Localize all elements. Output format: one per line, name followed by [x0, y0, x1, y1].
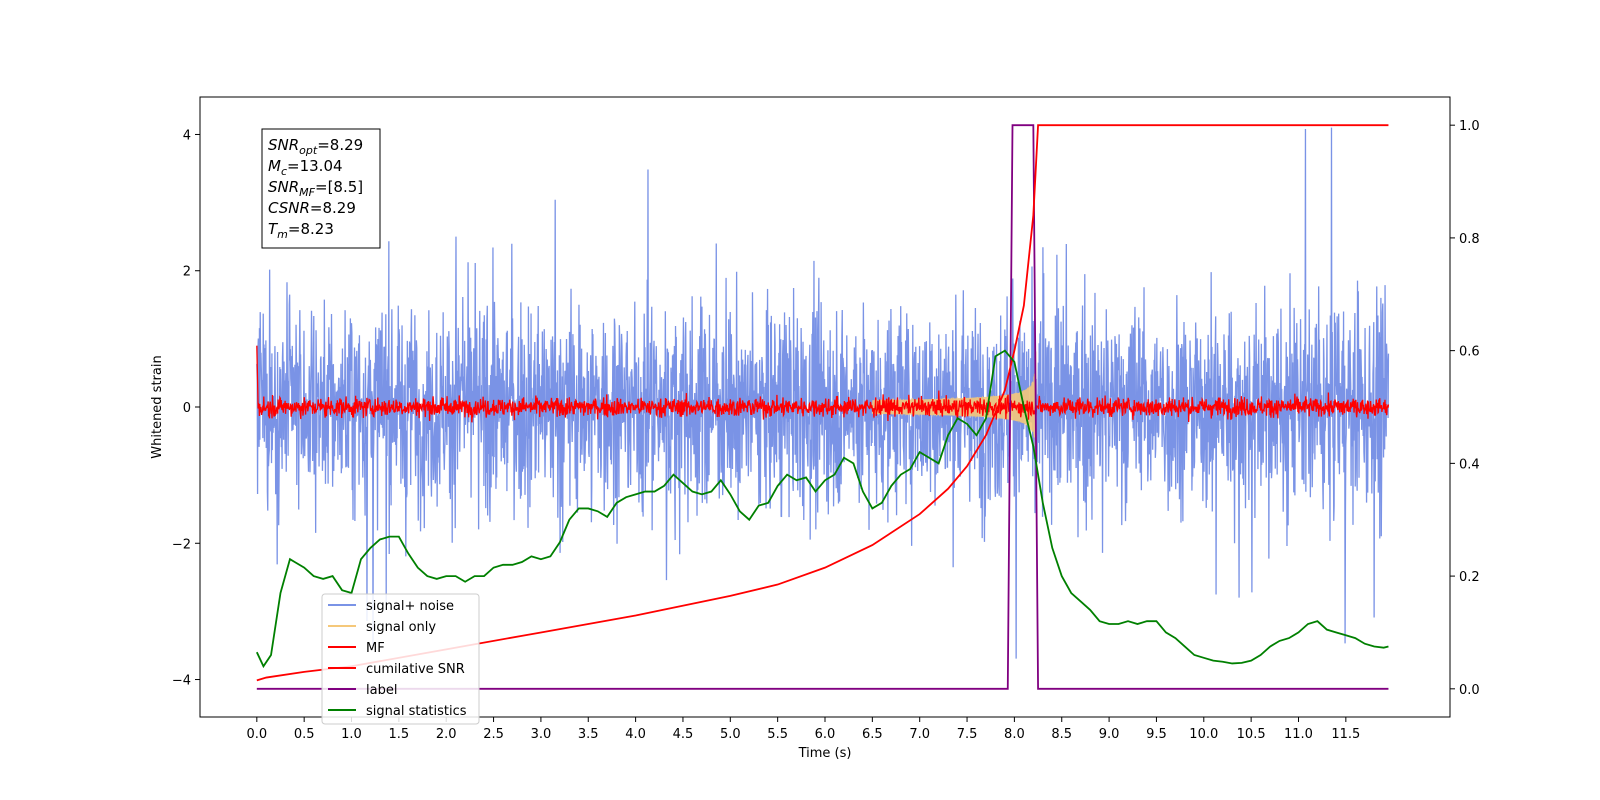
y-right-tick-label: 0.8 [1459, 232, 1480, 247]
legend-label: cumilative SNR [366, 662, 465, 677]
y-right-tick-label: 1.0 [1459, 119, 1480, 134]
legend-label: MF [366, 641, 385, 656]
x-tick-label: 0.5 [294, 727, 315, 742]
x-tick-label: 4.5 [673, 727, 694, 742]
x-tick-label: 4.0 [625, 727, 646, 742]
annotation-frame [261, 128, 381, 249]
annotation-line: Tm=8.23 [268, 220, 334, 241]
mf-series [256, 345, 1390, 423]
annotation-line: Mc=13.04 [268, 157, 343, 178]
y-right-tick-label: 0.0 [1459, 683, 1480, 698]
signal-statistics-line [256, 349, 1389, 669]
annotation-line: CSNR=8.29 [268, 199, 356, 217]
x-tick-label: 2.0 [436, 727, 457, 742]
y-left-tick-label: −4 [172, 674, 191, 689]
y-right-tick-label: 0.2 [1459, 570, 1480, 585]
legend-label: signal+ noise [366, 599, 454, 614]
x-tick-label: 9.5 [1146, 727, 1167, 742]
legend-frame [321, 593, 480, 725]
x-tick-label: 3.5 [578, 727, 599, 742]
y-right-tick-label: 0.4 [1459, 457, 1480, 472]
x-tick-label: 6.0 [815, 727, 836, 742]
y-left-tick-label: −2 [172, 537, 191, 552]
x-axis: 0.0 0.5 1.0 1.5 2.0 2.5 3.0 3.5 4.0 4.5 5.0 5.5 6.0 6… [246, 717, 1360, 742]
y-left-tick-label: 4 [183, 128, 191, 143]
x-tick-label: 10.0 [1189, 727, 1218, 742]
signal-plus-noise-series [256, 127, 1390, 659]
x-tick-label: 0.0 [246, 727, 267, 742]
y-right-tick-label: 0.6 [1459, 345, 1480, 360]
x-axis-title: Time (s) [798, 746, 852, 761]
x-tick-label: 5.5 [767, 727, 788, 742]
x-tick-label: 1.5 [389, 727, 410, 742]
legend-label: label [366, 683, 397, 698]
x-tick-label: 2.5 [483, 727, 504, 742]
x-tick-label: 7.0 [909, 727, 930, 742]
y-axis-left: 4 2 0 −2 −4 [172, 128, 200, 689]
signal-plus-noise-line [256, 127, 1390, 659]
mf-line [256, 345, 1390, 423]
legend-label: signal statistics [366, 704, 467, 719]
x-tick-label: 5.0 [720, 727, 741, 742]
x-tick-label: 9.0 [1099, 727, 1120, 742]
legend: signal+ noise signal only MF cumilative SNR… [321, 593, 480, 725]
x-tick-label: 11.5 [1331, 727, 1360, 742]
annotation-line: SNRMF=[8.5] [268, 178, 363, 199]
series-layer [256, 124, 1390, 690]
annotation-line: SNRopt=8.29 [268, 136, 363, 157]
legend-label: signal only [366, 620, 436, 635]
x-tick-label: 8.5 [1051, 727, 1072, 742]
x-tick-label: 6.5 [862, 727, 883, 742]
x-tick-label: 1.0 [341, 727, 362, 742]
y-axis-left-title: Whitened strain [150, 355, 165, 458]
x-tick-label: 7.5 [957, 727, 978, 742]
y-axis-right: 1.0 0.8 0.6 0.4 0.2 0.0 [1450, 119, 1480, 698]
x-tick-label: 3.0 [531, 727, 552, 742]
label-line [256, 124, 1389, 690]
y-left-tick-label: 0 [183, 401, 191, 416]
y-left-tick-label: 2 [183, 265, 191, 280]
x-tick-label: 11.0 [1284, 727, 1313, 742]
x-tick-label: 8.0 [1004, 727, 1025, 742]
x-tick-label: 10.5 [1237, 727, 1266, 742]
